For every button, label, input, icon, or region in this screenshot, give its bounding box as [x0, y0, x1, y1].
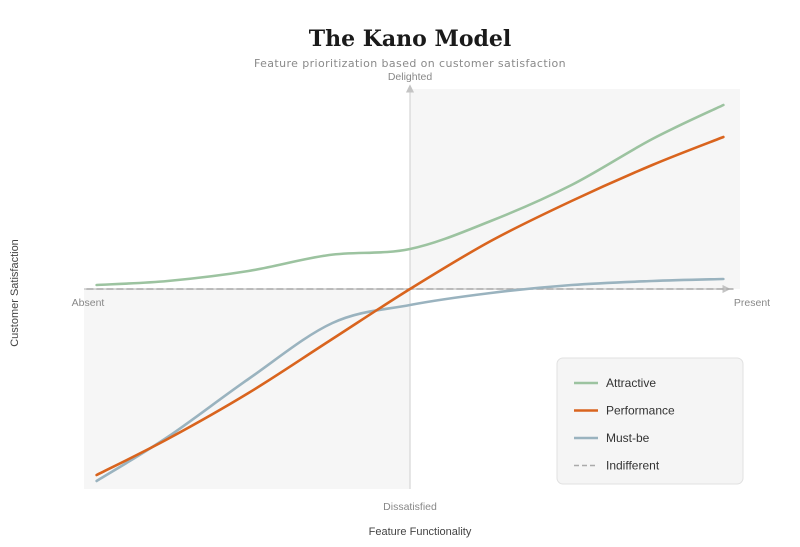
legend: Attractive Performance Must-be Indifferent	[556, 357, 744, 485]
y-axis-min-label: Dissatisfied	[383, 501, 437, 513]
legend-label-performance: Performance	[606, 404, 675, 418]
series-layer	[86, 103, 734, 483]
legend-label-attractive: Attractive	[606, 376, 656, 390]
x-axis-title: Feature Functionality	[369, 526, 472, 538]
series-line-performance	[95, 135, 725, 477]
legend-label-must-be: Must-be	[606, 431, 650, 445]
y-axis-max-label: Delighted	[388, 71, 433, 83]
chart-subtitle: Feature prioritization based on customer…	[254, 57, 566, 70]
chart-title: The Kano Model	[309, 26, 512, 52]
x-axis-min-label: Absent	[72, 297, 105, 309]
legend-box	[556, 357, 744, 485]
series-line-must-be	[95, 277, 725, 483]
series-line-attractive	[95, 103, 725, 287]
x-axis-max-label: Present	[734, 297, 770, 309]
legend-label-indifferent: Indifferent	[606, 459, 660, 473]
y-axis-title: Customer Satisfaction	[9, 239, 21, 347]
